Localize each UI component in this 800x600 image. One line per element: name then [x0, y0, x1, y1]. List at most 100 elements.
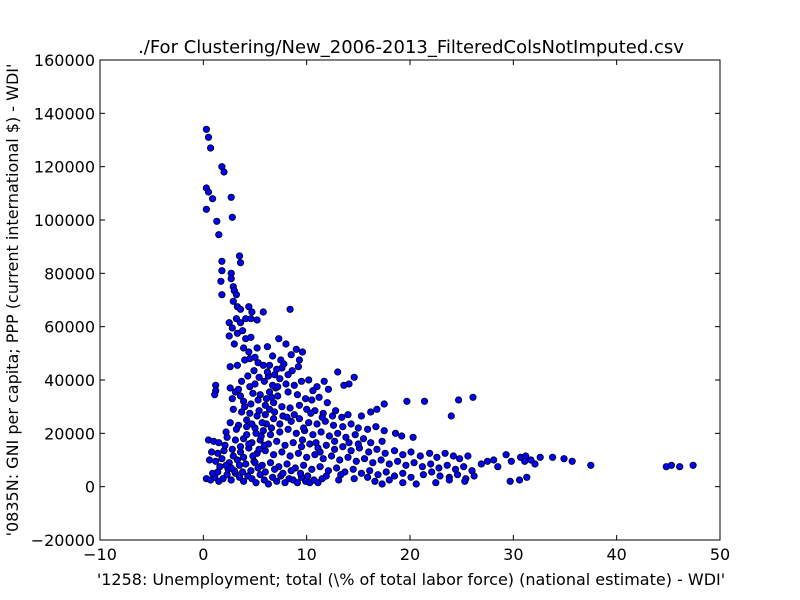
data-point [373, 445, 381, 453]
data-point [330, 445, 339, 453]
data-point [410, 459, 418, 467]
data-point [233, 361, 241, 369]
data-point [304, 472, 312, 480]
data-point [294, 449, 302, 457]
data-point [247, 400, 255, 408]
data-point [248, 420, 256, 428]
y-tick-label: 60000 [44, 318, 95, 337]
data-point [357, 412, 365, 420]
data-point [420, 397, 429, 405]
data-point [323, 399, 331, 407]
data-point [270, 465, 279, 473]
data-point [214, 449, 222, 457]
data-point [260, 377, 268, 385]
data-point [236, 319, 245, 327]
data-point [299, 461, 308, 469]
data-point [433, 453, 441, 461]
data-point [292, 429, 300, 437]
data-point [239, 327, 247, 335]
data-point [267, 424, 276, 432]
data-point [371, 477, 379, 485]
data-point [324, 385, 332, 393]
data-point [294, 363, 302, 371]
data-point [226, 363, 234, 371]
data-point [676, 463, 684, 471]
data-point [568, 457, 576, 465]
data-point [560, 455, 568, 463]
data-point [204, 188, 213, 196]
y-axis-label: '0835N: GNI per capita; PPP (current int… [3, 64, 22, 537]
data-point [344, 411, 352, 419]
data-point [284, 425, 292, 433]
chart-title: ./For Clustering/New_2006-2013_FilteredC… [138, 37, 684, 58]
data-point [218, 257, 226, 265]
y-tick-label: 160000 [34, 51, 95, 70]
x-axis: −10 0 10 20 30 40 50 [83, 60, 730, 564]
data-point [270, 408, 279, 416]
data-point [313, 420, 321, 428]
data-point [441, 449, 449, 457]
data-point [399, 469, 407, 477]
data-point [215, 439, 223, 447]
data-point [251, 380, 259, 388]
data-point [461, 477, 469, 485]
data-point [337, 471, 345, 479]
y-tick-label: 20000 [44, 424, 95, 443]
data-point [357, 469, 365, 477]
data-point [506, 477, 514, 485]
data-point [273, 437, 281, 445]
data-point [419, 471, 427, 479]
data-point [303, 453, 311, 461]
data-point [338, 413, 346, 421]
data-point [305, 376, 313, 384]
data-point [283, 460, 291, 468]
data-point [242, 460, 250, 468]
data-point [407, 448, 415, 456]
data-point [309, 387, 317, 395]
data-point [228, 324, 236, 332]
data-point [252, 429, 260, 437]
data-point [212, 457, 220, 465]
data-point [449, 452, 457, 460]
data-point [202, 205, 210, 213]
data-point [308, 396, 316, 404]
data-point [334, 368, 342, 376]
data-point [373, 405, 381, 413]
data-point [290, 411, 298, 419]
data-point [436, 472, 444, 480]
data-point [298, 436, 307, 444]
data-point [244, 372, 252, 380]
data-point [507, 457, 515, 465]
y-tick-label: 40000 [44, 371, 95, 390]
y-axis: −20000 0 20000 40000 60000 80000 100000 120000 1… [31, 51, 720, 550]
data-point [218, 455, 226, 463]
data-point [240, 453, 248, 461]
data-point [205, 456, 214, 464]
data-point [365, 448, 373, 456]
data-point [290, 381, 298, 389]
data-point [494, 463, 502, 471]
data-point [260, 441, 268, 449]
data-point [374, 471, 382, 479]
data-point [350, 475, 358, 483]
data-point [435, 464, 443, 472]
data-point [255, 373, 263, 381]
data-point [331, 407, 340, 415]
data-point [273, 365, 281, 373]
data-point [297, 377, 306, 385]
data-point [273, 477, 281, 485]
data-point [306, 440, 314, 448]
x-tick-label: 40 [606, 545, 626, 564]
data-point [477, 460, 485, 468]
data-point [455, 455, 464, 463]
y-tick-label: 100000 [34, 211, 95, 230]
data-point [351, 431, 359, 439]
data-point [274, 392, 282, 400]
data-point [253, 344, 261, 352]
data-point [327, 452, 336, 460]
data-point [309, 431, 317, 439]
data-point [354, 424, 362, 432]
data-point [275, 335, 283, 343]
data-point [316, 463, 324, 471]
data-point [428, 468, 436, 476]
